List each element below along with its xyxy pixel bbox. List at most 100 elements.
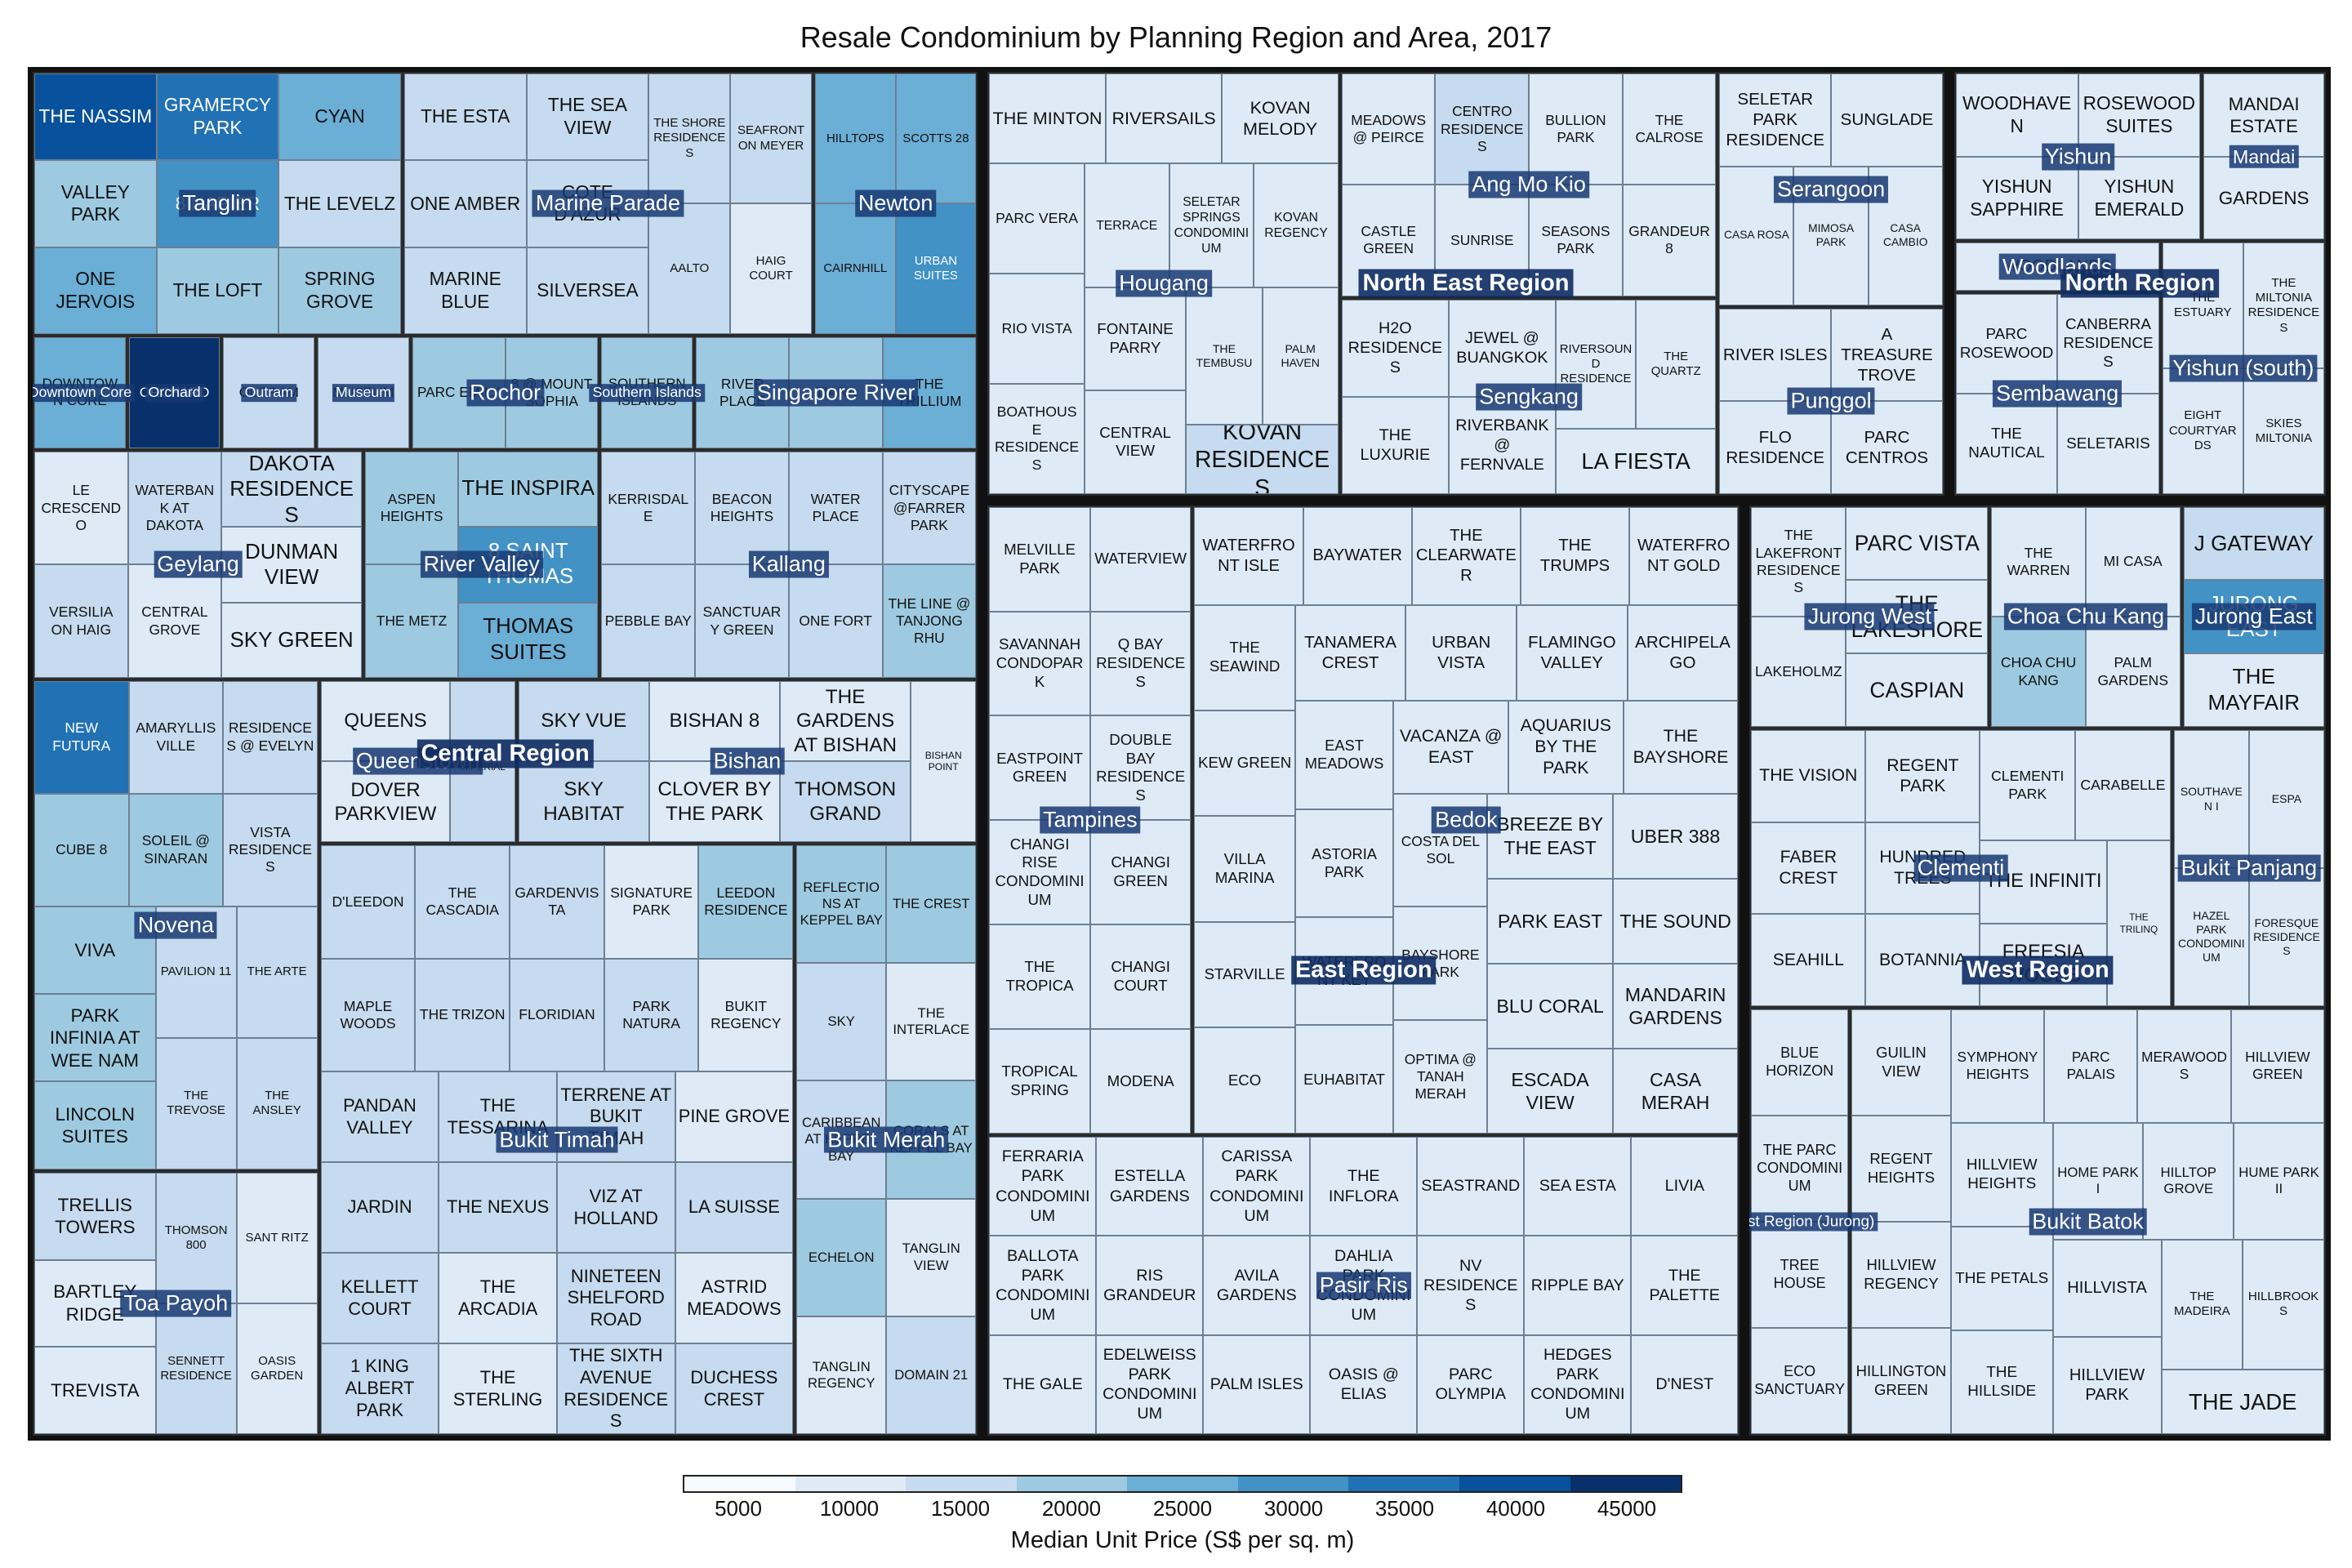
- tile-central-grove: CENTRAL GROVE: [127, 564, 222, 678]
- tile-the-sea-view: THE SEA VIEW: [526, 74, 649, 161]
- tile-label: MIMOSA PARK: [1808, 222, 1855, 248]
- tile-the-tembusu: THE TEMBUSU: [1186, 287, 1263, 425]
- tile-viz-at-holland: VIZ AT HOLLAND: [556, 1162, 675, 1254]
- tile-waterview: WATERVIEW: [1089, 506, 1192, 612]
- tile-the-calrose: THE CALROSE: [1622, 74, 1717, 185]
- tile-terrace: TERRACE: [1084, 163, 1169, 287]
- tile-ris-grandeur: RIS GRANDEUR: [1096, 1236, 1204, 1335]
- tile-label: CUBE 8: [56, 841, 108, 858]
- tile-east-meadows: EAST MEADOWS: [1294, 701, 1394, 809]
- tile-label: THE CREST: [892, 896, 970, 912]
- tile-label: 8 SAINT THOMAS: [483, 539, 574, 589]
- tile-label: FLO RESIDENCE: [1726, 427, 1825, 467]
- tile-kellett-court: KELLETT COURT: [320, 1253, 439, 1344]
- tile-label: SENNETT RESIDENCE: [160, 1353, 232, 1383]
- tile-cairnhill: CAIRNHILL: [815, 203, 896, 334]
- colorbar-swatch: [795, 1477, 906, 1491]
- tile-label: ESPA: [2271, 791, 2302, 805]
- tile-the-vision: THE VISION: [1751, 730, 1866, 822]
- tile-label: CLEMENTI PARK: [1991, 768, 2065, 802]
- tile-soleil-sinaran: SOLEIL @ SINARAN: [128, 793, 224, 906]
- tile-label: KOVAN MELODY: [1243, 96, 1318, 140]
- tile-label: PANDAN VALLEY: [343, 1095, 416, 1138]
- tile-central-view: CENTRAL VIEW: [1084, 390, 1187, 494]
- tile-label: UBER 388: [1630, 825, 1721, 847]
- tile-label: KERRISDALE: [608, 491, 688, 525]
- tile-label: THE ANSLEY: [252, 1089, 301, 1118]
- tile-label: URBAN VISTA: [1432, 633, 1491, 673]
- region-east-region: MELVILLE PARK WATERVIEW SAVANNAH CONDOPARK…: [982, 500, 1745, 1441]
- tile-ballota-park-condominium: BALLOTA PARK CONDOMINIUM: [989, 1236, 1097, 1335]
- tile-label: THE GARDENS AT BISHAN: [794, 685, 898, 756]
- tile-label: THE INFINITI: [1984, 871, 2102, 893]
- tile-label: EASTPOINT GREEN: [996, 749, 1084, 786]
- tile-yishun-emerald: YISHUN EMERALD: [2078, 156, 2201, 240]
- tile-eco-sanctuary: ECO SANCTUARY: [1751, 1327, 1848, 1434]
- tile-label: VACANZA @ EAST: [1399, 725, 1503, 767]
- tile-label: AQUARIUS BY THE PARK: [1520, 715, 1611, 777]
- tile-label: THE ESTA: [421, 105, 510, 127]
- tile-label: HUNDRED TREES: [1879, 848, 1967, 888]
- tile-label: PEBBLE BAY: [604, 612, 692, 629]
- tile-label: VERSILIA ON HAIG: [49, 604, 114, 638]
- tile-label: TANGLIN REGENCY: [807, 1358, 875, 1391]
- tile-park-east: PARK EAST: [1487, 878, 1613, 964]
- tile-label: GRAMERCY PARK: [163, 94, 271, 139]
- tile-label: VIZ AT HOLLAND: [573, 1186, 658, 1228]
- tile-yishun-sapphire: YISHUN SAPPHIRE: [1955, 156, 2078, 240]
- tile-label: THE SHORE RESIDENCES: [653, 116, 726, 160]
- chart-title: Resale Condominium by Planning Region an…: [800, 20, 1552, 54]
- tile-label: CENTRO RESIDENCES: [1441, 103, 1524, 154]
- tile-mandai-estate: MANDAI ESTATE: [2203, 74, 2324, 157]
- colorbar-swatch: [1459, 1477, 1570, 1491]
- tile-tanglin-view: TANGLIN VIEW: [886, 1198, 977, 1316]
- tile-label: URBAN SUITES: [914, 254, 958, 283]
- tile-ferraria-park-condominium: FERRARIA PARK CONDOMINIUM: [989, 1136, 1097, 1236]
- tile-label: CANBERRA RESIDENCES: [2063, 316, 2154, 372]
- tile-hillview-heights: HILLVIEW HEIGHTS: [1950, 1122, 2053, 1227]
- tile-label: THE STERLING: [452, 1366, 543, 1410]
- tile-label: ECO SANCTUARY: [1754, 1363, 1845, 1397]
- tile-clementi-park: CLEMENTI PARK: [1980, 730, 2076, 841]
- tile-label: THE TESSARINA: [447, 1095, 549, 1138]
- tile-pebble-bay: PEBBLE BAY: [601, 564, 696, 678]
- tile-label: HILLINGTON GREEN: [1855, 1362, 1947, 1398]
- colorbar-tick-label: 35000: [1374, 1496, 1435, 1521]
- tile-label: EIGHT COURTYARDS: [2168, 408, 2237, 452]
- tile-label: BLUE HORIZON: [1766, 1044, 1834, 1079]
- tile-the-line-tanjong-rhu: THE LINE @ TANJONG RHU: [882, 564, 977, 678]
- tile-the-sound: THE SOUND: [1612, 878, 1739, 964]
- tile-label: THE SEAWIND: [1209, 639, 1281, 675]
- colorbar-tick-label: 40000: [1486, 1496, 1546, 1521]
- tile-eight-courtyards: EIGHT COURTYARDS: [2162, 368, 2243, 494]
- area-tanglin: THE NASSIM VALLEY PARK ONE JERVOIS GRAMERCY…: [33, 72, 403, 336]
- tile-label: Museum: [332, 384, 394, 400]
- tile-the-warren: THE WARREN: [1991, 506, 2086, 617]
- tile-home-park-i: HOME PARK I: [2052, 1122, 2144, 1240]
- tile-label: THE HILLSIDE: [1967, 1364, 2037, 1401]
- tile-label: RIPPLE BAY: [1530, 1276, 1624, 1294]
- area-tampines: MELVILLE PARK WATERVIEW SAVANNAH CONDOPARK…: [987, 505, 1193, 1135]
- region-north-region: WOODHAVEN YISHUN SAPPHIRE ROSEWOOD SUITES Y…: [1949, 67, 2331, 501]
- tile-hilltop-grove: HILLTOP GROVE: [2143, 1122, 2234, 1240]
- tile-breeze-by-the-east: BREEZE BY THE EAST: [1487, 793, 1613, 879]
- tile-new-futura: NEW FUTURA: [34, 680, 129, 794]
- tile-label: THE MINTON: [992, 107, 1102, 128]
- tile-label: THE SOUND: [1619, 910, 1731, 932]
- tile-lincoln-suites: LINCOLN SUITES: [34, 1081, 156, 1169]
- tile-label: WATERBANK AT DAKOTA: [135, 482, 215, 533]
- tile-label: TRELLIS TOWERS: [55, 1194, 136, 1238]
- tile-vacanza-east: VACANZA @ EAST: [1393, 701, 1508, 794]
- tile-woodhaven: WOODHAVEN: [1955, 74, 2078, 157]
- tile-1-king-albert-park: 1 KING ALBERT PARK: [320, 1343, 439, 1434]
- tile-label: CASA ROSA: [1724, 229, 1789, 242]
- tile-symphony-heights: SYMPHONY HEIGHTS: [1950, 1009, 2045, 1123]
- tile-label: THE TEMBUSU: [1196, 341, 1253, 370]
- tile-thomson-800: THOMSON 800: [155, 1172, 237, 1303]
- tile-the-lakeshore: THE LAKESHORE: [1846, 580, 1989, 654]
- tile-corals-at-keppel-bay: CORALS AT KEPPEL BAY: [886, 1080, 977, 1199]
- tile-label: DUCHESS CREST: [690, 1366, 778, 1410]
- tile-h2o-residences: H2O RESIDENCES: [1341, 299, 1449, 397]
- tile-label: HILLVIEW REGENCY: [1864, 1256, 1939, 1292]
- tile-label: DOVER PARKVIEW: [334, 778, 437, 825]
